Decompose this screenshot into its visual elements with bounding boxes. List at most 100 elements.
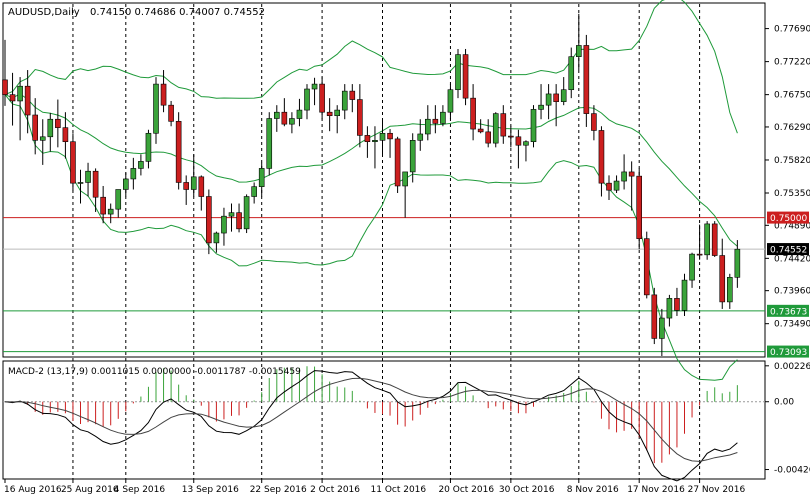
- candle-body: [462, 54, 469, 99]
- candle-body: [130, 168, 137, 180]
- candle-body: [213, 232, 220, 244]
- candle-body: [319, 83, 325, 113]
- candle-body: [357, 99, 363, 136]
- x-tick-label: 27 Nov 2016: [688, 485, 746, 495]
- candle-body: [674, 298, 680, 311]
- current-label: 0.74552: [770, 246, 807, 256]
- candle-body: [591, 113, 597, 131]
- candle-body: [575, 45, 582, 57]
- candle-body: [553, 93, 559, 102]
- candle-body: [100, 196, 106, 215]
- candle-body: [636, 175, 643, 239]
- candle-body: [455, 54, 461, 91]
- price-axis: 0.77690 0.77220 0.76750 0.76290 0.75820 0.753…: [765, 25, 810, 476]
- support-1-label: 0.73673: [770, 307, 807, 317]
- candle-body: [77, 182, 84, 184]
- x-tick-label: 22 Sep 2016: [250, 485, 307, 495]
- chart-symbol: AUDUSD,Daily: [8, 7, 80, 18]
- candle-body: [379, 132, 386, 141]
- candle-body: [281, 111, 288, 125]
- candle-body: [311, 83, 318, 90]
- candle-body: [168, 104, 174, 122]
- y-tick-label: 0.75350: [774, 189, 810, 199]
- y-tick-label: 0.74890: [774, 221, 810, 231]
- candle-body: [470, 97, 476, 130]
- resistance-label-box: [767, 211, 809, 224]
- candle-body: [349, 90, 356, 100]
- y-tick-label: 0.77220: [774, 58, 810, 68]
- candle-body: [417, 133, 424, 141]
- candle-body: [485, 131, 492, 144]
- candle-body: [2, 79, 8, 95]
- x-tick-label: 8 Nov 2016: [567, 485, 619, 495]
- candle-body: [432, 118, 439, 124]
- resistance-label: 0.75000: [770, 214, 807, 224]
- main-pane: [2, 2, 766, 358]
- x-tick-label: 11 Oct 2016: [371, 485, 427, 495]
- candle-body: [734, 248, 741, 278]
- candle-body: [387, 132, 393, 140]
- bollinger-upper: [4, 0, 738, 134]
- macd-indicator: [3, 366, 765, 482]
- y-tick-label: 0.74420: [774, 254, 810, 264]
- candle-body: [145, 132, 152, 162]
- candle-body: [689, 253, 695, 281]
- candle-body: [628, 171, 635, 177]
- bollinger-lower: [4, 94, 738, 381]
- candle-body: [492, 113, 499, 144]
- macd-header: MACD-2 (13,17,9) 0.0011015 0.0000000 -0.…: [8, 367, 301, 377]
- macd-pane: [2, 360, 766, 480]
- macd-y-tick-label: 0.00: [774, 398, 794, 408]
- candle-body: [221, 215, 227, 234]
- candle-body: [32, 114, 39, 141]
- y-tick-label: 0.76750: [774, 91, 810, 101]
- candle-body: [341, 90, 348, 111]
- bollinger-bands: [4, 0, 738, 381]
- candle-body: [243, 196, 250, 230]
- candle-body: [228, 212, 235, 217]
- candle-body: [621, 171, 627, 182]
- candle-body: [190, 176, 197, 190]
- candle-body: [273, 111, 280, 119]
- macd-line: [4, 370, 738, 482]
- x-tick-label: 30 Oct 2016: [499, 485, 555, 495]
- candle-body: [17, 85, 23, 102]
- candle-body: [296, 109, 303, 119]
- candle-body: [70, 141, 76, 184]
- vertical-grid: [72, 4, 701, 479]
- candle-body: [440, 111, 446, 124]
- candle-body: [92, 170, 99, 198]
- candle-body: [545, 93, 552, 106]
- candle-body: [409, 140, 416, 173]
- candle-body: [326, 111, 333, 117]
- x-tick-label: 13 Sep 2016: [182, 485, 239, 495]
- y-tick-label: 0.77690: [774, 25, 810, 35]
- candle-body: [659, 317, 665, 339]
- candle-body: [424, 118, 431, 135]
- candle-body: [643, 238, 650, 296]
- candle-body: [175, 121, 182, 183]
- y-tick-label: 0.73960: [774, 287, 810, 297]
- candle-body: [394, 138, 401, 187]
- candle-body: [107, 208, 114, 215]
- candle-body: [651, 294, 658, 339]
- candle-body: [115, 189, 122, 210]
- candle-body: [266, 118, 273, 169]
- candle-body: [606, 182, 612, 191]
- candle-body: [613, 180, 620, 191]
- candle-body: [583, 45, 590, 114]
- candle-body: [9, 94, 16, 102]
- candle-body: [508, 135, 514, 138]
- x-tick-label: 2 Oct 2016: [310, 485, 360, 495]
- candle-body: [85, 170, 91, 183]
- candle-body: [719, 255, 726, 303]
- candle-body: [251, 186, 257, 197]
- y-tick-label: 0.73490: [774, 320, 810, 330]
- candle-body: [236, 212, 242, 230]
- candle-body: [696, 253, 703, 256]
- x-tick-label: 16 Aug 2016: [4, 485, 62, 495]
- support-2-label-box: [767, 345, 809, 358]
